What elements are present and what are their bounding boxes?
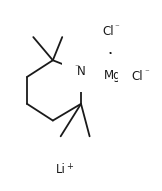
Text: Cl: Cl xyxy=(102,25,114,38)
Text: Li: Li xyxy=(56,163,66,176)
Text: ⁻: ⁻ xyxy=(75,63,80,72)
Text: Cl: Cl xyxy=(132,70,143,83)
Text: N: N xyxy=(77,65,85,78)
Text: +: + xyxy=(67,162,74,171)
Text: ⁻: ⁻ xyxy=(115,23,119,32)
Text: 2+: 2+ xyxy=(123,66,135,75)
Text: ⁻: ⁻ xyxy=(145,68,150,77)
Text: Mg: Mg xyxy=(104,69,121,82)
